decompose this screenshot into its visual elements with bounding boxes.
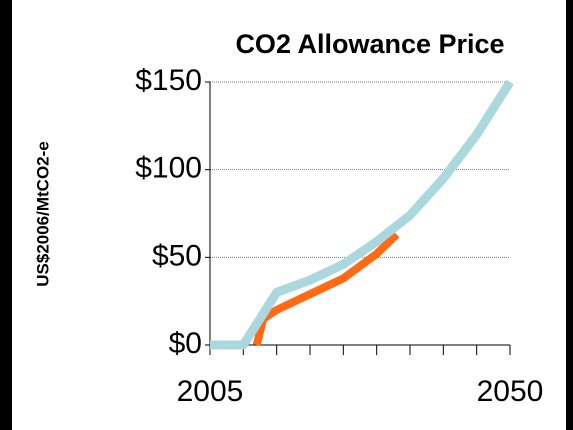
x-tick-label: 2005 — [177, 375, 244, 408]
y-tick-label: $100 — [135, 152, 202, 185]
series-line — [210, 79, 514, 350]
y-tick-label: $150 — [135, 64, 202, 97]
chart-title: CO2 Allowance Price — [235, 29, 504, 59]
right-border — [566, 0, 573, 430]
y-tick-label: $50 — [152, 239, 202, 272]
x-tick-label: 2050 — [477, 375, 544, 408]
left-border — [0, 0, 12, 430]
y-axis-title: US$2006/MtCO2-e — [33, 141, 52, 287]
y-tick-label: $0 — [169, 327, 202, 360]
